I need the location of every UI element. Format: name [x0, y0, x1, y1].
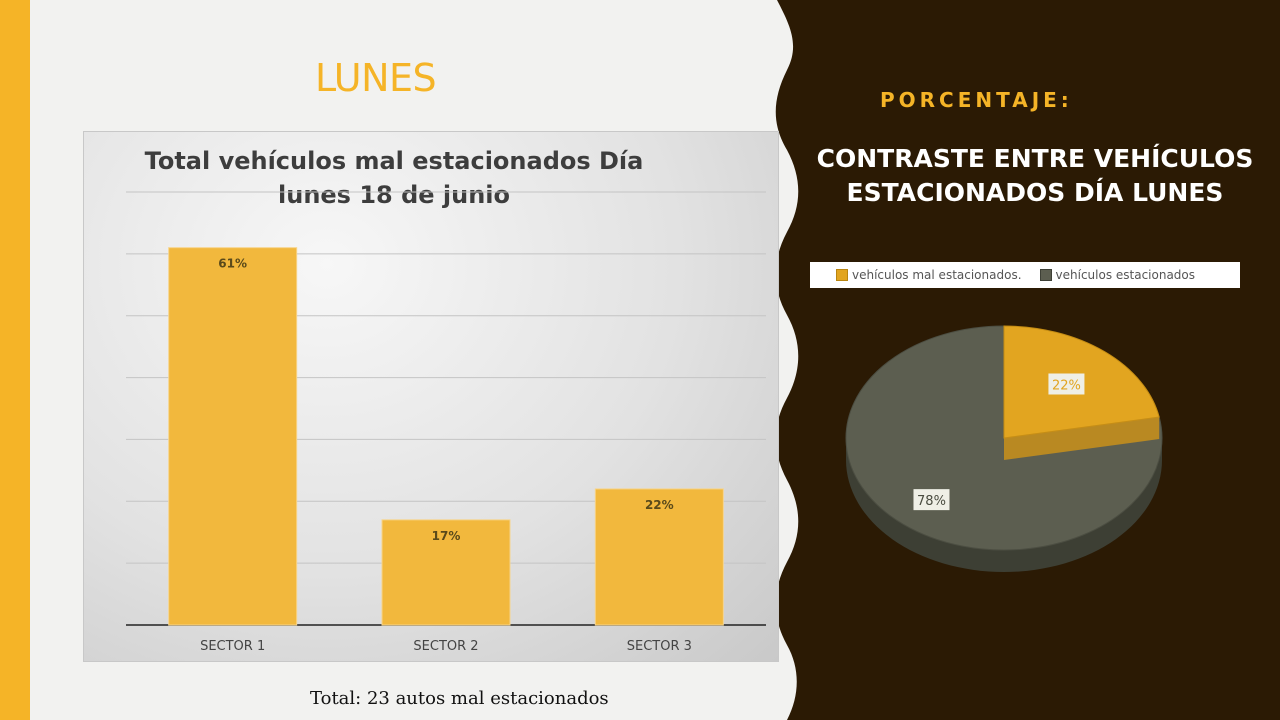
pie-chart-plot: 22% 78% [845, 325, 1163, 572]
pie-legend: vehículos mal estacionados. vehículos es… [810, 262, 1240, 288]
bar-sector-3 [594, 488, 724, 626]
legend-item-estacionados: vehículos estacionados [1039, 268, 1196, 282]
bar-data-label: 22% [645, 498, 674, 512]
bar-chart-title: Total vehículos mal estacionados Día lun… [144, 147, 644, 209]
pie-data-label: 22% [1052, 378, 1081, 393]
x-tick-label: SECTOR 1 [200, 639, 265, 654]
legend-swatch-grey [1039, 269, 1052, 281]
pie-slice-face [1004, 417, 1160, 460]
legend-label: vehículos estacionados [1055, 268, 1196, 282]
pie-chart-title: CONTRASTE ENTRE VEHÍCULOS ESTACIONADOS D… [816, 144, 1254, 207]
bar-data-label: 17% [432, 529, 461, 543]
bar-chart: Total vehículos mal estacionados Día lun… [83, 131, 779, 662]
total-summary: Total: 23 autos mal estacionados [310, 688, 609, 709]
pie-side [846, 438, 1162, 572]
slide-title: LUNES [315, 56, 437, 100]
pie-label-bg [1048, 373, 1085, 395]
bar-sector-2 [381, 519, 511, 626]
bar-data-label: 61% [218, 257, 247, 271]
left-accent-bar [0, 0, 30, 720]
legend-swatch-gold [836, 269, 848, 281]
bar-chart-plot: 61% SECTOR 1 17% SECTOR 2 22% SECTOR 3 [126, 191, 766, 654]
pie-data-label: 78% [917, 494, 946, 509]
percentage-label: PORCENTAJE: [880, 88, 1073, 112]
x-tick-label: SECTOR 2 [413, 639, 478, 654]
pie-label-bg [913, 489, 950, 511]
legend-item-mal-estacionados: vehículos mal estacionados. [836, 268, 1022, 282]
x-tick-label: SECTOR 3 [627, 639, 692, 654]
legend-label: vehículos mal estacionados. [852, 268, 1022, 282]
bar-sector-1 [168, 247, 298, 626]
